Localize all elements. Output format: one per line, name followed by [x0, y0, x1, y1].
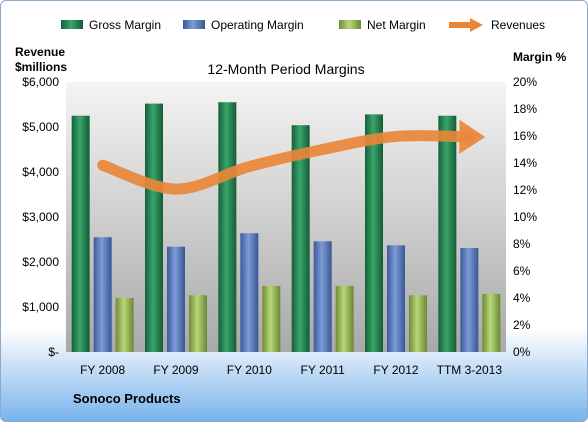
left-axis-label-line1: Revenue: [15, 45, 65, 59]
right-tick-label: 16%: [513, 129, 537, 143]
bar-operating-margin: [313, 241, 332, 352]
bar-net-margin: [335, 285, 354, 352]
left-axis-label-line2: $millions: [15, 60, 67, 74]
chart-title: 12-Month Period Margins: [207, 61, 364, 77]
bar-operating-margin: [167, 246, 185, 352]
bar-operating-margin: [93, 237, 112, 352]
left-tick-label: $-: [48, 345, 59, 359]
bar-operating-margin: [460, 248, 479, 352]
right-tick-label: 10%: [513, 210, 537, 224]
right-tick-label: 0%: [513, 345, 531, 359]
right-tick-label: 14%: [513, 156, 537, 170]
left-tick-label: $4,000: [22, 165, 59, 179]
legend-label-net-margin: Net Margin: [367, 18, 426, 32]
left-tick-label: $5,000: [22, 120, 59, 134]
left-tick-label: $3,000: [22, 210, 59, 224]
revenue-line-layer: [97, 119, 486, 195]
bars: [71, 102, 501, 353]
bar-net-margin: [189, 295, 207, 352]
category-label: FY 2011: [301, 363, 346, 377]
right-tick-label: 8%: [513, 237, 531, 251]
legend: Gross Margin Operating Margin Net Margin…: [61, 18, 545, 32]
bar-gross-margin: [365, 114, 383, 353]
legend-label-revenues: Revenues: [491, 18, 545, 32]
company-name: Sonoco Products: [73, 391, 181, 406]
right-axis-ticks: 0% 2% 4% 6% 8% 10% 12% 14% 16% 18% 20%: [513, 75, 537, 359]
legend-swatch-gross-margin: [61, 20, 83, 29]
legend-arrow-revenues-icon: [470, 18, 483, 32]
category-label: FY 2009: [153, 363, 198, 377]
left-tick-label: $2,000: [22, 255, 59, 269]
right-tick-label: 6%: [513, 264, 531, 278]
category-label: FY 2008: [80, 363, 125, 377]
category-label: FY 2012: [373, 363, 418, 377]
legend-label-operating-margin: Operating Margin: [211, 18, 304, 32]
right-tick-label: 2%: [513, 318, 531, 332]
right-tick-label: 20%: [513, 75, 537, 89]
left-axis-ticks: $- $1,000 $2,000 $3,000 $4,000 $5,000 $6,000: [22, 75, 59, 359]
bar-net-margin: [115, 298, 134, 352]
bar-gross-margin: [291, 125, 310, 352]
left-tick-label: $1,000: [22, 300, 59, 314]
category-label: TTM 3-2013: [437, 363, 503, 377]
legend-swatch-operating-margin: [183, 20, 205, 29]
right-tick-label: 4%: [513, 291, 531, 305]
bar-net-margin: [482, 293, 501, 352]
legend-swatch-net-margin: [339, 20, 361, 29]
bar-net-margin: [262, 285, 281, 352]
bar-gross-margin: [145, 103, 163, 352]
revenue-arrowhead-icon: [459, 119, 486, 154]
legend-label-gross-margin: Gross Margin: [89, 18, 161, 32]
category-labels: FY 2008 FY 2009 FY 2010 FY 2011 FY 2012 TTM 3…: [80, 363, 502, 377]
left-tick-label: $6,000: [22, 75, 59, 89]
bar-net-margin: [409, 295, 427, 352]
right-axis-label: Margin %: [513, 50, 567, 64]
bar-operating-margin: [240, 233, 259, 352]
bar-operating-margin: [387, 245, 405, 352]
bar-gross-margin: [71, 115, 90, 352]
plot-area: [66, 82, 506, 352]
category-label: FY 2010: [227, 363, 272, 377]
bar-gross-margin: [218, 102, 237, 352]
right-tick-label: 12%: [513, 183, 537, 197]
bar-gross-margin: [438, 115, 457, 352]
revenue-line: [97, 130, 475, 195]
right-tick-label: 18%: [513, 102, 537, 116]
